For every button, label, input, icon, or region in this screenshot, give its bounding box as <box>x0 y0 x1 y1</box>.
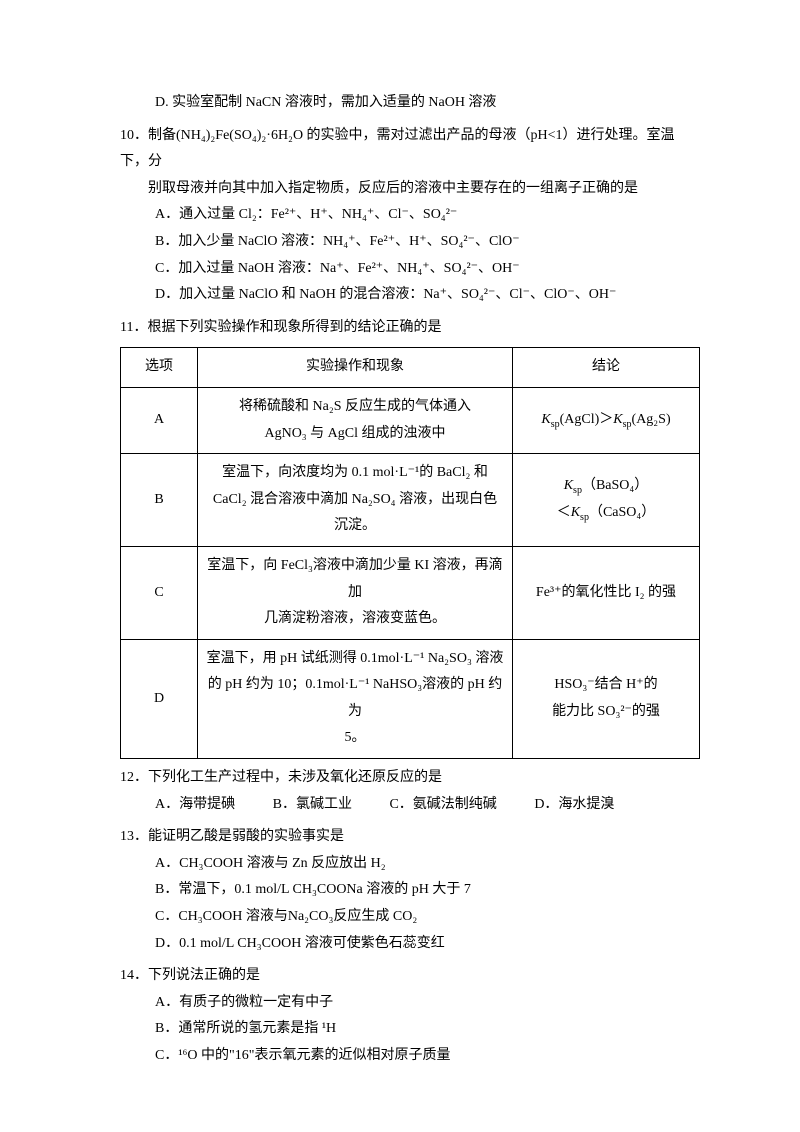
q11-a-label: A <box>121 387 198 453</box>
q13-option-a: A．CH₃COOH 溶液与 Zn 反应放出 H₂ <box>120 851 700 878</box>
q12-option-d: D．海水提溴 <box>534 792 614 819</box>
q10-option-d: D．加入过量 NaClO 和 NaOH 的混合溶液：Na⁺、SO₄²⁻、Cl⁻、… <box>120 282 700 309</box>
q13-option-c: C．CH₃COOH 溶液与Na₂CO₃反应生成 CO₂ <box>120 904 700 931</box>
q11-a-op: 将稀硫酸和 Na₂S 反应生成的气体通入AgNO₃ 与 AgCl 组成的浊液中 <box>198 387 513 453</box>
q11-th-operation: 实验操作和现象 <box>198 348 513 388</box>
q11-b-conc: Ksp（BaSO₄）＜Ksp（CaSO₄） <box>513 454 700 547</box>
q10-option-b: B．加入少量 NaClO 溶液：NH₄⁺、Fe²⁺、H⁺、SO₄²⁻、ClO⁻ <box>120 229 700 256</box>
q11-th-option: 选项 <box>121 348 198 388</box>
table-row: C 室温下，向 FeCl₃溶液中滴加少量 KI 溶液，再滴加几滴淀粉溶液，溶液变… <box>121 546 700 639</box>
q10-stem-1: 10．制备(NH₄)₂Fe(SO₄)₂·6H₂O 的实验中，需对过滤出产品的母液… <box>120 123 700 176</box>
q11-c-op: 室温下，向 FeCl₃溶液中滴加少量 KI 溶液，再滴加几滴淀粉溶液，溶液变蓝色… <box>198 546 513 639</box>
q12-option-c: C．氨碱法制纯碱 <box>389 792 496 819</box>
q11-th-conclusion: 结论 <box>513 348 700 388</box>
q11-b-label: B <box>121 454 198 547</box>
q14-option-b: B．通常所说的氢元素是指 ¹H <box>120 1016 700 1043</box>
q11-d-label: D <box>121 639 198 758</box>
q12-options: A．海带提碘 B．氯碱工业 C．氨碱法制纯碱 D．海水提溴 <box>120 792 700 819</box>
q11-b-op: 室温下，向浓度均为 0.1 mol·L⁻¹的 BaCl₂ 和CaCl₂ 混合溶液… <box>198 454 513 547</box>
table-row: B 室温下，向浓度均为 0.1 mol·L⁻¹的 BaCl₂ 和CaCl₂ 混合… <box>121 454 700 547</box>
q12-stem: 12．下列化工生产过程中，未涉及氧化还原反应的是 <box>120 765 700 792</box>
q11-table: 选项 实验操作和现象 结论 A 将稀硫酸和 Na₂S 反应生成的气体通入AgNO… <box>120 347 700 759</box>
q12-option-a: A．海带提碘 <box>155 792 235 819</box>
q14-option-a: A．有质子的微粒一定有中子 <box>120 990 700 1017</box>
q11-a-conc: Ksp(AgCl)＞Ksp(Ag₂S) <box>513 387 700 453</box>
q14-option-c: C．¹⁶O 中的"16"表示氧元素的近似相对原子质量 <box>120 1043 700 1070</box>
q11-d-conc: HSO₃⁻结合 H⁺的能力比 SO₃²⁻的强 <box>513 639 700 758</box>
q11-stem: 11．根据下列实验操作和现象所得到的结论正确的是 <box>120 315 700 342</box>
q14-stem: 14．下列说法正确的是 <box>120 963 700 990</box>
q13-option-d: D．0.1 mol/L CH₃COOH 溶液可使紫色石蕊变红 <box>120 931 700 958</box>
q11-c-conc: Fe³⁺的氧化性比 I₂ 的强 <box>513 546 700 639</box>
q12-option-b: B．氯碱工业 <box>273 792 352 819</box>
q10-stem-2: 别取母液并向其中加入指定物质，反应后的溶液中主要存在的一组离子正确的是 <box>120 176 700 203</box>
q10-option-c: C．加入过量 NaOH 溶液：Na⁺、Fe²⁺、NH₄⁺、SO₄²⁻、OH⁻ <box>120 256 700 283</box>
q11-c-label: C <box>121 546 198 639</box>
table-row: A 将稀硫酸和 Na₂S 反应生成的气体通入AgNO₃ 与 AgCl 组成的浊液… <box>121 387 700 453</box>
q13-stem: 13．能证明乙酸是弱酸的实验事实是 <box>120 824 700 851</box>
q10-option-a: A．通入过量 Cl₂：Fe²⁺、H⁺、NH₄⁺、Cl⁻、SO₄²⁻ <box>120 202 700 229</box>
table-row: D 室温下，用 pH 试纸测得 0.1mol·L⁻¹ Na₂SO₃ 溶液的 pH… <box>121 639 700 758</box>
q9-option-d: D. 实验室配制 NaCN 溶液时，需加入适量的 NaOH 溶液 <box>120 90 700 117</box>
q13-option-b: B．常温下，0.1 mol/L CH₃COONa 溶液的 pH 大于 7 <box>120 877 700 904</box>
q11-d-op: 室温下，用 pH 试纸测得 0.1mol·L⁻¹ Na₂SO₃ 溶液的 pH 约… <box>198 639 513 758</box>
